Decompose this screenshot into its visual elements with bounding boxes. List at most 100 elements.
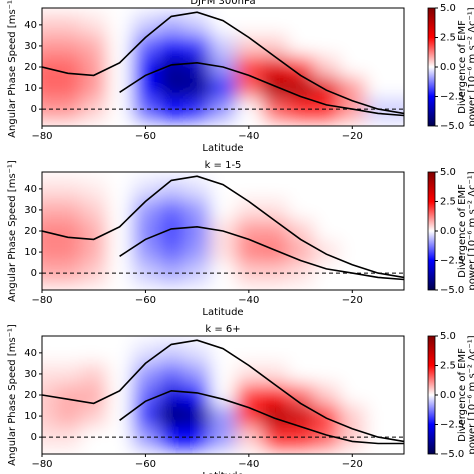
field-cell xyxy=(42,14,56,36)
field-cell xyxy=(106,178,133,200)
y-axis-label: Angular Phase Speed [ms⁻¹] xyxy=(7,160,18,302)
field-cell xyxy=(54,241,82,264)
field-cell xyxy=(365,220,392,243)
colorbar-label: Divergence of EMF xyxy=(457,20,468,114)
colorbar-tick-label: 0.0 xyxy=(440,390,456,401)
field-cell xyxy=(339,56,366,79)
field-cell xyxy=(184,56,211,79)
field-cell xyxy=(42,220,56,243)
y-tick-label: 20 xyxy=(24,226,37,237)
field-cell xyxy=(54,220,82,243)
field-cell xyxy=(391,384,404,407)
x-tick-label: −80 xyxy=(31,295,52,306)
field-cell xyxy=(313,363,340,385)
field-cell xyxy=(210,426,237,449)
field-cell xyxy=(158,35,185,57)
field-cell xyxy=(132,241,159,264)
field-cell xyxy=(54,35,82,57)
field-cell xyxy=(106,220,133,243)
field-cell xyxy=(80,35,108,57)
field-cell xyxy=(261,14,289,36)
colorbar-label: Divergence of EMF xyxy=(457,348,468,442)
field-cell xyxy=(54,426,82,449)
y-tick-label: 10 xyxy=(24,83,37,94)
curve xyxy=(119,225,404,281)
field-cell xyxy=(287,426,314,449)
field-cell xyxy=(158,14,185,36)
curve xyxy=(42,175,404,279)
x-tick-label: −40 xyxy=(238,295,259,306)
field-cell xyxy=(365,342,392,364)
field-cell xyxy=(365,77,392,100)
field-cell xyxy=(287,220,314,243)
field-cell xyxy=(365,363,392,385)
field-cell xyxy=(235,77,263,100)
field-cell xyxy=(235,14,263,36)
colorbar xyxy=(427,171,436,291)
panel: −80 −60 −40 −20 0 10 20 30 40 k = 6+ Latitude Angul… xyxy=(7,324,474,474)
field-cell xyxy=(158,342,185,364)
field-cell xyxy=(158,77,185,100)
field-cell xyxy=(261,178,289,200)
field-cell xyxy=(235,178,263,200)
colorbar-tick-label: −5.0 xyxy=(440,449,464,460)
field-cell xyxy=(210,199,237,221)
field-cell xyxy=(42,405,56,428)
field-cell xyxy=(287,342,314,364)
field-cell xyxy=(158,241,185,264)
field-cell xyxy=(261,342,289,364)
colorbar-tick-label: 5.0 xyxy=(440,331,456,342)
field-cell xyxy=(42,56,56,79)
y-axis-label: Angular Phase Speed [ms⁻¹] xyxy=(7,0,18,138)
curve xyxy=(42,11,404,115)
y-tick-label: 40 xyxy=(24,348,37,359)
field-cell xyxy=(365,241,392,264)
field-cell xyxy=(210,98,237,121)
curve xyxy=(119,61,404,117)
y-tick-label: 0 xyxy=(31,432,37,443)
field-cell xyxy=(391,405,404,428)
field-cell xyxy=(210,241,237,264)
field-cell xyxy=(80,342,108,364)
field-cell xyxy=(313,35,340,57)
field-cell xyxy=(391,178,404,200)
colorbar-label: power [10⁻⁶ m s⁻² Δc⁻¹] xyxy=(467,7,474,126)
field-cell xyxy=(313,14,340,36)
field-cell xyxy=(184,342,211,364)
field-cell xyxy=(80,14,108,36)
field-cell xyxy=(132,77,159,100)
field-cell xyxy=(132,199,159,221)
field-cell xyxy=(42,178,56,200)
field-cell xyxy=(158,405,185,428)
field-cell xyxy=(184,220,211,243)
field-cell xyxy=(235,426,263,449)
field-cell xyxy=(391,220,404,243)
x-tick-label: −80 xyxy=(31,459,52,470)
field-cell xyxy=(261,77,289,100)
panel-title: DJFM 300hPa xyxy=(190,0,255,7)
field-cell xyxy=(287,363,314,385)
field-cell xyxy=(261,220,289,243)
field-cell xyxy=(42,363,56,385)
colorbar-label: power [10⁻⁶ m s⁻² Δc⁻¹] xyxy=(467,335,474,454)
field-cell xyxy=(235,384,263,407)
field-cell xyxy=(235,241,263,264)
field-cell xyxy=(287,178,314,200)
field-cell xyxy=(313,98,340,121)
field-cell xyxy=(158,220,185,243)
field-cell xyxy=(106,241,133,264)
field-cell xyxy=(42,426,56,449)
field-cell xyxy=(42,98,56,121)
field-cell xyxy=(132,178,159,200)
x-axis-label: Latitude xyxy=(202,143,243,154)
x-tick-label: −40 xyxy=(238,459,259,470)
field-cell xyxy=(339,384,366,407)
colorbar-tick-label: 0.0 xyxy=(440,226,456,237)
field-cell xyxy=(391,35,404,57)
field-cell xyxy=(106,77,133,100)
field-cell xyxy=(365,56,392,79)
field-cell xyxy=(54,199,82,221)
x-tick-label: −60 xyxy=(135,131,156,142)
field-cell xyxy=(54,14,82,36)
